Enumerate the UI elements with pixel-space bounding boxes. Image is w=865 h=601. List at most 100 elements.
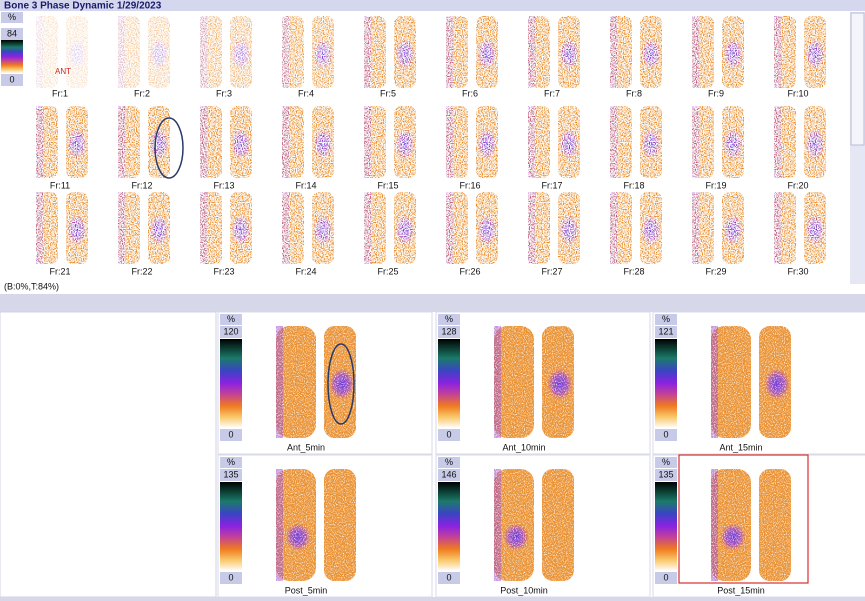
scan-image: [711, 326, 791, 438]
scale-min: 0: [9, 74, 14, 84]
scale-max-box: [1, 28, 23, 40]
scan-image: [36, 192, 88, 264]
scan-image: [200, 192, 252, 264]
uptake: [149, 214, 169, 246]
static-images: % 120 0 Ant_5min% 128 0 Ant_10min% 121 0 Ant_15mi…: [217, 311, 865, 598]
leg-edge: [494, 469, 501, 581]
min-box: [438, 429, 460, 441]
scale-unit: %: [662, 457, 670, 467]
frame-label: Fr:3: [216, 88, 232, 98]
min-box: [220, 572, 242, 584]
uptake: [67, 128, 87, 160]
uptake: [723, 128, 743, 160]
uptake: [329, 368, 355, 400]
leg-edge: [610, 106, 617, 178]
image-label: Post_5min: [285, 585, 328, 595]
leg-edge: [446, 192, 453, 264]
uptake: [313, 128, 333, 160]
leg-right: [542, 469, 574, 581]
frame-label: Fr:2: [134, 88, 150, 98]
image-label: Ant_10min: [502, 442, 545, 452]
leg-edge: [118, 106, 125, 178]
frame-label: Fr:7: [544, 88, 560, 98]
uptake: [641, 128, 661, 160]
unit-box: [220, 314, 242, 325]
leg-edge: [692, 106, 699, 178]
color-bar: [220, 339, 242, 427]
scan-image: [692, 106, 744, 178]
scan-image: [364, 192, 416, 264]
scan-image: [118, 16, 170, 88]
leg-edge: [118, 16, 125, 88]
leg-edge: [36, 192, 43, 264]
scale-min: 0: [446, 572, 451, 582]
color-bar: [438, 339, 460, 427]
frame-label: Fr:18: [623, 180, 644, 190]
leg-edge: [446, 106, 453, 178]
min-box: [655, 429, 677, 441]
view-label: ANT: [55, 67, 71, 76]
empty-panel: [0, 311, 217, 598]
uptake: [559, 128, 579, 160]
uptake: [764, 368, 790, 400]
uptake: [641, 38, 661, 70]
frame-label: Fr:11: [50, 180, 70, 190]
frame-label: Fr:10: [787, 88, 808, 98]
scan-image: [200, 106, 252, 178]
scan-image: [118, 192, 170, 264]
uptake: [805, 38, 825, 70]
leg-edge: [711, 326, 718, 438]
frame-label: Fr:9: [708, 88, 724, 98]
leg-edge: [494, 326, 501, 438]
status-text: (B:0%,T:84%): [4, 281, 59, 291]
min-box: [438, 572, 460, 584]
uptake: [231, 38, 251, 70]
scan-image: [774, 106, 826, 178]
uptake: [395, 214, 415, 246]
uptake: [231, 128, 251, 160]
scan-image: [36, 16, 88, 88]
frame-label: Fr:16: [459, 180, 480, 190]
leg-edge: [528, 106, 535, 178]
uptake: [313, 38, 333, 70]
scale-min: 0: [663, 429, 668, 439]
min-box: [220, 429, 242, 441]
scan-image: [282, 106, 334, 178]
scale-unit: %: [445, 314, 453, 324]
leg-edge: [200, 106, 207, 178]
frame-label: Fr:26: [459, 266, 480, 276]
color-bar: [220, 482, 242, 570]
scan-image: [364, 106, 416, 178]
unit-box: [220, 457, 242, 468]
image-label: Ant_15min: [719, 442, 762, 452]
scroll-thumb[interactable]: [850, 12, 865, 146]
frame-label: Fr:13: [213, 180, 234, 190]
leg-right: [759, 469, 791, 581]
frame-label: Fr:12: [131, 180, 152, 190]
uptake: [805, 128, 825, 160]
frame-label: Fr:30: [787, 266, 808, 276]
leg-edge: [36, 16, 43, 88]
leg-edge: [200, 192, 207, 264]
frame-label: Fr:14: [295, 180, 316, 190]
uptake: [285, 523, 311, 551]
uptake: [477, 128, 497, 160]
uptake: [67, 214, 87, 246]
leg-edge: [276, 326, 283, 438]
scale-min-box: [1, 74, 23, 86]
leg-edge: [610, 192, 617, 264]
uptake: [395, 128, 415, 160]
frame-label: Fr:29: [705, 266, 726, 276]
leg-edge: [282, 106, 289, 178]
leg-edge: [364, 192, 371, 264]
color-bar: [1, 40, 23, 73]
leg-edge: [692, 16, 699, 88]
scale-max: 128: [441, 326, 456, 336]
leg-right: [324, 469, 356, 581]
uptake: [477, 38, 497, 70]
scan-image: [282, 192, 334, 264]
leg-edge: [282, 16, 289, 88]
scale-max: 135: [658, 469, 673, 479]
scale-max: 84: [7, 28, 17, 38]
